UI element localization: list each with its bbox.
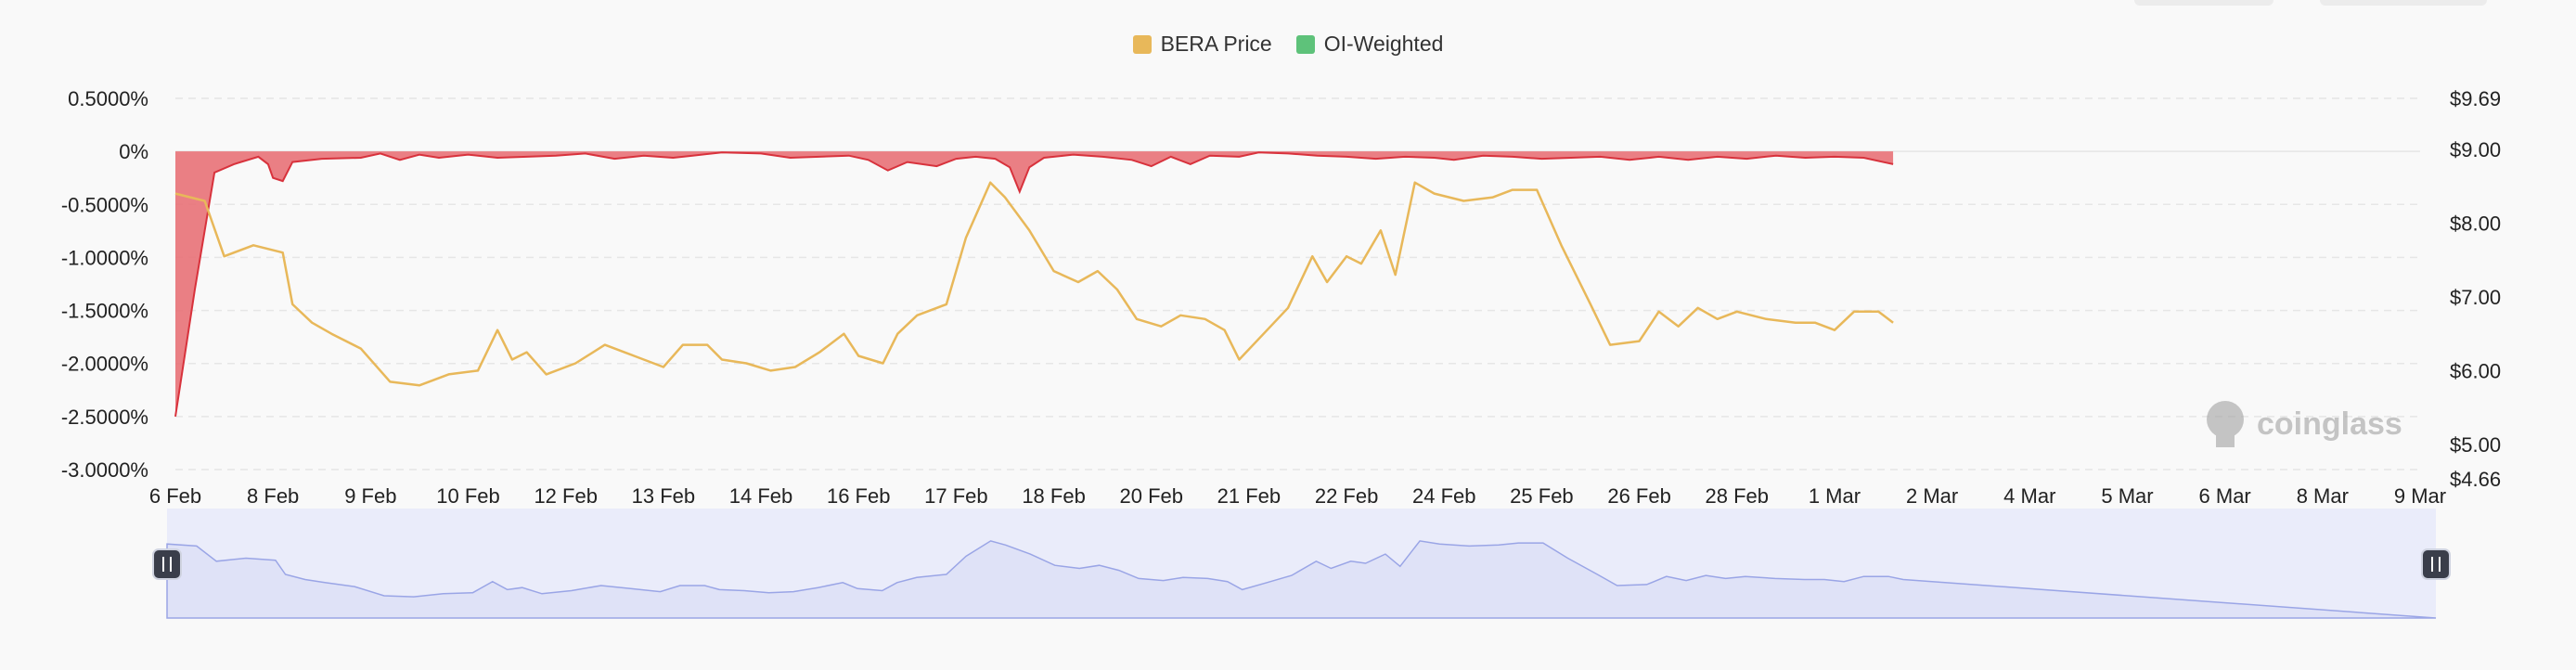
x-tick-label: 4 Mar xyxy=(2003,484,2055,508)
x-tick-label: 8 Mar xyxy=(2297,484,2349,508)
y-right-tick-label: $6.00 xyxy=(2450,359,2501,382)
coinglass-logo-base xyxy=(2216,432,2235,447)
y-left-tick-label: 0% xyxy=(119,140,148,163)
funding-rate-line xyxy=(174,151,1894,418)
y-right-tick-label: $9.00 xyxy=(2450,138,2501,161)
x-tick-label: 8 Feb xyxy=(247,484,299,508)
right-handle-icon[interactable] xyxy=(2421,548,2451,580)
x-tick-label: 1 Mar xyxy=(1809,484,1861,508)
y-right-tick-label: $4.66 xyxy=(2450,468,2501,491)
x-tick-label: 12 Feb xyxy=(534,484,598,508)
x-tick-label: 6 Feb xyxy=(149,484,201,508)
watermark: coinglass xyxy=(2207,401,2402,447)
y-right-tick-label: $7.00 xyxy=(2450,286,2501,309)
x-tick-label: 25 Feb xyxy=(1510,484,1574,508)
x-tick-label: 10 Feb xyxy=(436,484,500,508)
legend-swatch-oi-weighted xyxy=(1295,34,1315,54)
y-left-tick-label: -1.0000% xyxy=(61,246,148,269)
x-tick-label: 17 Feb xyxy=(924,484,988,508)
legend-label-price: BERA Price xyxy=(1160,32,1272,56)
navigator-handle-body xyxy=(2421,548,2451,580)
y-right-tick-label: $8.00 xyxy=(2450,212,2501,235)
top-tab-left[interactable] xyxy=(2134,0,2273,6)
y-left-tick-label: 0.5000% xyxy=(68,87,148,110)
x-tick-label: 22 Feb xyxy=(1315,484,1379,508)
x-tick-label: 14 Feb xyxy=(729,484,793,508)
x-tick-label: 28 Feb xyxy=(1706,484,1770,508)
x-tick-label: 24 Feb xyxy=(1412,484,1476,508)
x-tick-label: 2 Mar xyxy=(1906,484,1958,508)
y-right-tick-label: $9.69 xyxy=(2450,87,2501,110)
x-tick-label: 26 Feb xyxy=(1607,484,1671,508)
x-tick-label: 9 Feb xyxy=(344,484,396,508)
legend-item-oi-weighted[interactable]: OI-Weighted xyxy=(1295,32,1444,57)
navigator-series xyxy=(166,540,2437,619)
x-tick-label: 6 Mar xyxy=(2199,484,2251,508)
x-tick-label: 18 Feb xyxy=(1022,484,1086,508)
y-right-tick-label: $5.00 xyxy=(2450,433,2501,457)
navigator-handle-body xyxy=(152,548,182,580)
y-left-tick-label: -3.0000% xyxy=(61,458,148,482)
top-tab-right[interactable] xyxy=(2320,0,2487,6)
funding-rate-area xyxy=(175,151,1894,417)
y-left-tick-label: -1.5000% xyxy=(61,300,148,323)
coinglass-logo-icon xyxy=(2207,401,2244,438)
left-handle-icon[interactable] xyxy=(152,548,182,580)
x-tick-label: 16 Feb xyxy=(827,484,891,508)
watermark-text: coinglass xyxy=(2257,406,2402,442)
legend-label-oi-weighted: OI-Weighted xyxy=(1323,32,1444,56)
chart-legend: BERA Price OI-Weighted xyxy=(0,32,2576,57)
price-line xyxy=(174,181,1894,387)
y-left-tick-label: -0.5000% xyxy=(61,193,148,216)
x-tick-label: 9 Mar xyxy=(2394,484,2446,508)
legend-item-price[interactable]: BERA Price xyxy=(1132,32,1272,57)
x-tick-label: 13 Feb xyxy=(632,484,696,508)
legend-swatch-price xyxy=(1132,34,1152,54)
y-left-tick-label: -2.5000% xyxy=(61,406,148,429)
x-tick-label: 21 Feb xyxy=(1217,484,1282,508)
y-left-tick-label: -2.0000% xyxy=(61,353,148,376)
x-tick-label: 20 Feb xyxy=(1119,484,1183,508)
x-tick-label: 5 Mar xyxy=(2101,484,2153,508)
